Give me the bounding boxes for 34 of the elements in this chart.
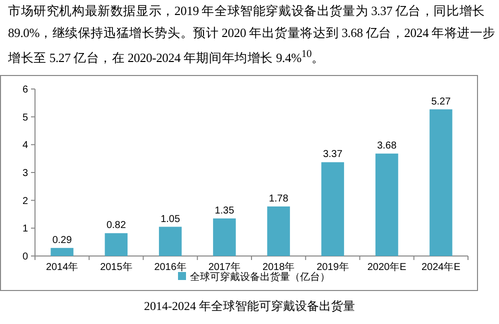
- bar: [213, 218, 236, 256]
- text: 市场研究机构最新数据显示，2019 年全球智能穿戴设备出货量为 3.37 亿台，同比增长 89.0%，继续保持迅猛增长势头。预计 2020 年出货量将达到 3.68 亿台，2024 年将进一步增长至 5.27 亿台，在 2020-2024 年期间年均增长 9.4%$^{10}$。: [8, 3, 496, 68]
- bar: [430, 109, 452, 256]
- y-tick-label: 6: [22, 84, 28, 96]
- y-tick-label: 4: [22, 140, 28, 152]
- y-tick-label: 2: [22, 196, 28, 207]
- legend-label: 全球可穿戴设备出货量（亿台）: [190, 271, 330, 283]
- x-tick-label: 2014年: [46, 261, 78, 273]
- bar: [267, 206, 290, 256]
- x-tick-label: 2018年: [262, 261, 295, 273]
- y-tick-label: 3: [22, 168, 28, 179]
- y-tick-label: 5: [22, 112, 28, 124]
- x-tick-label: 2020年E: [367, 261, 407, 273]
- data-label: 3.68: [377, 140, 397, 152]
- bar: [375, 154, 398, 256]
- data-label: 0.29: [52, 234, 72, 246]
- x-tick-label: 2017年: [208, 261, 241, 273]
- data-label: 3.37: [322, 149, 343, 160]
- data-label: 1.05: [160, 214, 180, 225]
- text: 2014-2024 年全球智能可穿戴设备出货量: [143, 298, 356, 315]
- data-label: 0.82: [106, 220, 126, 232]
- bar: [50, 248, 74, 256]
- data-label: 1.78: [268, 193, 289, 204]
- x-tick-label: 2016年: [154, 261, 186, 273]
- bar: [158, 226, 182, 256]
- x-tick-label: 2015年: [100, 261, 132, 273]
- x-tick-label: 2019年: [316, 261, 349, 273]
- bar: [104, 233, 128, 256]
- data-label: 1.35: [214, 205, 235, 216]
- y-tick-label: 0: [22, 252, 28, 262]
- y-tick-label: 1: [22, 224, 28, 235]
- bar: [321, 162, 344, 256]
- data-label: 5.27: [431, 96, 452, 108]
- x-tick-label: 2024年E: [421, 261, 461, 273]
